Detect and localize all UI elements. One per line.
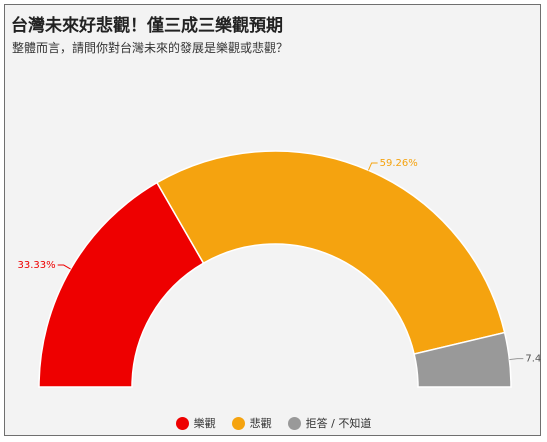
chart-subtitle: 整體而言，請問你對台灣未來的發展是樂觀或悲觀？ (12, 41, 289, 55)
legend-item-no-answer[interactable]: 拒答 / 不知道 (287, 415, 372, 431)
legend-item-pessimistic[interactable]: 悲觀 (231, 415, 272, 431)
leader-line-optimistic (57, 264, 71, 270)
legend-label-no-answer: 拒答 / 不知道 (305, 417, 372, 430)
data-label-optimistic: 33.33% (18, 260, 56, 271)
legend-item-optimistic[interactable]: 樂觀 (175, 415, 216, 431)
leader-line-pessimistic (367, 162, 378, 171)
legend-swatch-no-answer (287, 416, 301, 430)
chart-legend: 樂觀 悲觀 拒答 / 不知道 (5, 415, 542, 431)
semi-donut-chart: 33.33% 59.26% 7.41% (18, 150, 542, 388)
legend-label-optimistic: 樂觀 (193, 417, 216, 430)
legend-swatch-optimistic (175, 416, 189, 430)
leader-line-no-answer (509, 358, 524, 361)
chart-title: 台灣未來好悲觀！僅三成三樂觀預期 (11, 16, 283, 36)
data-label-no-answer: 7.41% (525, 354, 542, 365)
legend-swatch-pessimistic (231, 416, 245, 430)
chart-panel: 台灣未來好悲觀！僅三成三樂觀預期 整體而言，請問你對台灣未來的發展是樂觀或悲觀？… (4, 4, 542, 436)
slice-pessimistic[interactable] (155, 150, 506, 355)
slice-no-answer[interactable] (413, 331, 512, 388)
legend-label-pessimistic: 悲觀 (249, 417, 272, 430)
data-label-pessimistic: 59.26% (380, 158, 418, 169)
